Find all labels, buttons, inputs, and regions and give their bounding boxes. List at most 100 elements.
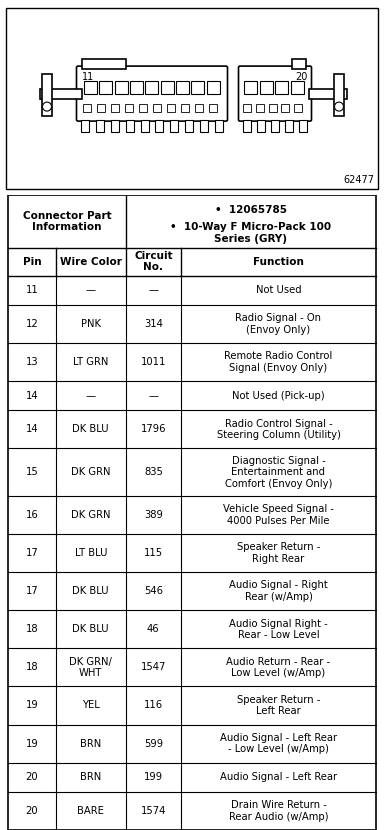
Bar: [195, 104, 203, 112]
Text: 14: 14: [26, 391, 38, 401]
Text: PNK: PNK: [81, 319, 101, 329]
Text: BARE: BARE: [77, 806, 104, 816]
Bar: [96, 120, 104, 132]
Text: Audio Signal - Left Rear: Audio Signal - Left Rear: [220, 772, 337, 782]
Bar: [185, 120, 193, 132]
Bar: [141, 120, 149, 132]
Text: DK BLU: DK BLU: [73, 624, 109, 634]
Text: Function: Function: [253, 256, 304, 266]
Text: 599: 599: [144, 739, 163, 749]
Bar: [209, 104, 217, 112]
Bar: [167, 104, 175, 112]
Text: DK GRN: DK GRN: [71, 510, 111, 520]
Text: 18: 18: [26, 662, 38, 672]
Text: BRN: BRN: [80, 739, 101, 749]
Text: 14: 14: [26, 424, 38, 434]
Text: 546: 546: [144, 586, 163, 596]
Text: 199: 199: [144, 772, 163, 782]
Text: 17: 17: [26, 586, 38, 596]
Bar: [145, 81, 158, 94]
Text: 20: 20: [295, 72, 307, 82]
Circle shape: [334, 102, 344, 111]
Text: Wire Color: Wire Color: [60, 256, 122, 266]
Text: Vehicle Speed Signal -
4000 Pulses Per Mile: Vehicle Speed Signal - 4000 Pulses Per M…: [223, 505, 334, 526]
Text: 16: 16: [26, 510, 38, 520]
Bar: [334, 74, 344, 115]
Bar: [83, 104, 91, 112]
Text: 17: 17: [26, 548, 38, 558]
Bar: [191, 81, 204, 94]
Text: 62477: 62477: [343, 175, 374, 185]
Text: —: —: [86, 391, 96, 401]
Text: 314: 314: [144, 319, 163, 329]
Text: •  12065785: • 12065785: [215, 205, 287, 215]
Bar: [181, 104, 189, 112]
Bar: [275, 81, 288, 94]
Text: DK GRN: DK GRN: [71, 467, 111, 477]
Bar: [40, 89, 82, 99]
Bar: [256, 104, 264, 112]
Bar: [97, 104, 105, 112]
Text: 1011: 1011: [141, 357, 166, 367]
Text: Remote Radio Control
Signal (Envoy Only): Remote Radio Control Signal (Envoy Only): [224, 351, 333, 373]
Text: Circuit
No.: Circuit No.: [134, 251, 173, 272]
Text: 13: 13: [26, 357, 38, 367]
Text: LT BLU: LT BLU: [74, 548, 107, 558]
Bar: [281, 104, 290, 112]
Bar: [268, 104, 276, 112]
Text: Radio Signal - On
(Envoy Only): Radio Signal - On (Envoy Only): [235, 313, 321, 334]
Text: 1796: 1796: [141, 424, 166, 434]
Text: Not Used: Not Used: [256, 286, 301, 295]
Bar: [42, 74, 52, 115]
Text: Not Used (Pick-up): Not Used (Pick-up): [232, 391, 325, 401]
Text: 835: 835: [144, 467, 163, 477]
Text: DK BLU: DK BLU: [73, 586, 109, 596]
Text: Audio Return - Rear -
Low Level (w/Amp): Audio Return - Rear - Low Level (w/Amp): [227, 657, 331, 678]
Bar: [292, 59, 306, 69]
Bar: [260, 81, 273, 94]
Bar: [130, 81, 143, 94]
Text: 11: 11: [26, 286, 38, 295]
Bar: [176, 81, 189, 94]
Circle shape: [43, 102, 51, 111]
Text: •  10-Way F Micro-Pack 100
Series (GRY): • 10-Way F Micro-Pack 100 Series (GRY): [170, 222, 331, 244]
Text: —: —: [86, 286, 96, 295]
Bar: [153, 104, 161, 112]
Text: —: —: [148, 391, 158, 401]
Text: 15: 15: [26, 467, 38, 477]
Text: 18: 18: [26, 624, 38, 634]
Bar: [271, 120, 279, 132]
Text: Speaker Return -
Right Rear: Speaker Return - Right Rear: [237, 542, 320, 564]
Text: 46: 46: [147, 624, 160, 634]
Text: Audio Signal - Right
Rear (w/Amp): Audio Signal - Right Rear (w/Amp): [229, 580, 328, 602]
Bar: [84, 81, 97, 94]
Bar: [111, 104, 119, 112]
Bar: [81, 120, 89, 132]
Bar: [115, 81, 127, 94]
Text: 20: 20: [26, 772, 38, 782]
Text: 116: 116: [144, 701, 163, 710]
Text: BRN: BRN: [80, 772, 101, 782]
Bar: [285, 120, 293, 132]
Bar: [207, 81, 220, 94]
Text: Connector Part
Information: Connector Part Information: [23, 211, 111, 232]
Text: 19: 19: [26, 701, 38, 710]
FancyBboxPatch shape: [238, 66, 311, 121]
Bar: [200, 120, 208, 132]
Text: —: —: [148, 286, 158, 295]
Bar: [243, 120, 251, 132]
FancyBboxPatch shape: [76, 66, 227, 121]
Bar: [161, 81, 174, 94]
Text: Pin: Pin: [23, 256, 41, 266]
Text: DK BLU: DK BLU: [73, 424, 109, 434]
Text: Drain Wire Return -
Rear Audio (w/Amp): Drain Wire Return - Rear Audio (w/Amp): [229, 800, 328, 822]
Text: Diagnostic Signal -
Entertainment and
Comfort (Envoy Only): Diagnostic Signal - Entertainment and Co…: [225, 456, 332, 489]
Text: 1574: 1574: [141, 806, 166, 816]
Bar: [294, 104, 302, 112]
Bar: [215, 120, 223, 132]
Text: Speaker Return -
Left Rear: Speaker Return - Left Rear: [237, 695, 320, 716]
Text: 389: 389: [144, 510, 163, 520]
Bar: [244, 81, 257, 94]
Text: Radio Control Signal -
Steering Column (Utility): Radio Control Signal - Steering Column (…: [217, 418, 341, 440]
Text: 19: 19: [26, 739, 38, 749]
